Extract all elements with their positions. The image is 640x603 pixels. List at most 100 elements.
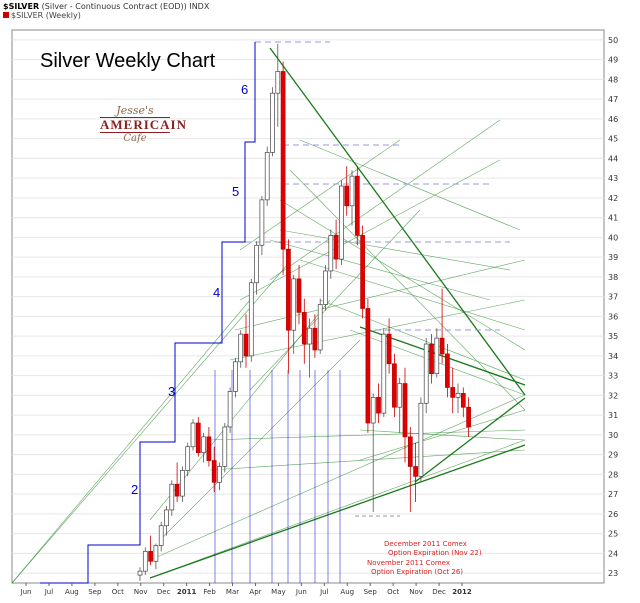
series-label: $SILVER (Weekly) (11, 11, 81, 20)
candle-body (180, 470, 185, 497)
candle-body (307, 327, 312, 345)
fan-line (11, 299, 251, 584)
fan-line (269, 239, 491, 301)
y-tick-label: 49 (608, 56, 618, 65)
symbol-description: (Silver - Continuous Contract (EOD)) IND… (41, 2, 210, 11)
candles (137, 43, 471, 582)
candle-body (142, 551, 148, 572)
candle-body (333, 235, 339, 260)
x-tick-label: Jun (20, 588, 32, 596)
candle-body (418, 402, 424, 477)
y-tick-label: 34 (608, 352, 618, 361)
y-tick-label: 47 (608, 95, 618, 104)
candle-body (296, 278, 302, 313)
y-tick-label: 29 (608, 451, 618, 460)
candle-body (376, 397, 381, 414)
x-tick-label: Feb (203, 588, 216, 596)
candle-body (354, 175, 360, 236)
x-tick-label: Oct (387, 588, 399, 596)
channel-line (414, 397, 526, 483)
y-tick-label: 28 (608, 470, 618, 479)
fan-line (239, 159, 501, 301)
annotation-text: December 2011 Comex (384, 540, 467, 548)
fan-line (279, 199, 526, 351)
logo-line3: Cafe (123, 133, 147, 144)
candle-body (248, 282, 254, 357)
candle-body (158, 525, 164, 546)
candle-body (423, 343, 429, 404)
wave-label: 3 (168, 384, 175, 399)
fan-line (249, 209, 421, 391)
candle-body (174, 483, 180, 497)
fan-line (234, 259, 526, 331)
candle-body (386, 333, 392, 365)
y-tick-label: 46 (608, 115, 618, 124)
candle-body (254, 244, 259, 284)
candle-body (312, 327, 318, 351)
candle-body (370, 397, 376, 424)
y-tick-label: 25 (608, 530, 618, 539)
candle-body (137, 570, 143, 576)
x-tick-label: Sep (88, 588, 102, 596)
fan-line (209, 449, 526, 471)
y-tick-label: 37 (608, 293, 618, 302)
candle-body (153, 545, 159, 562)
y-tick-label: 48 (608, 75, 618, 84)
candle-body (243, 333, 249, 357)
candle-body (217, 466, 222, 483)
x-tick-label: Apr (249, 588, 261, 596)
x-tick-label: Aug (65, 588, 79, 596)
chart-title: Silver Weekly Chart (40, 50, 216, 72)
wave-label: 6 (241, 82, 248, 97)
y-tick-label: 32 (608, 391, 618, 400)
candle-body (323, 270, 328, 305)
fan-line (149, 394, 526, 561)
candle-body (344, 185, 350, 207)
y-tick-label: 41 (608, 214, 618, 223)
y-tick-label: 44 (608, 154, 618, 163)
candle-body (206, 436, 212, 461)
fan-line (239, 139, 401, 251)
x-tick-label: 2012 (452, 588, 472, 596)
fan-line (269, 119, 501, 281)
x-tick-label: 2011 (177, 588, 197, 596)
wave-label: 4 (213, 285, 220, 300)
y-tick-label: 26 (608, 510, 618, 519)
y-tick-label: 31 (608, 411, 618, 420)
y-tick-label: 38 (608, 273, 618, 282)
annotation-text: Option Expiration (Nov 22) (388, 549, 482, 557)
logo-line2: AMERICAIN (100, 117, 187, 133)
support-line (149, 444, 526, 579)
wave-label: 2 (131, 482, 138, 497)
y-tick-label: 35 (608, 332, 618, 341)
candle-body (397, 383, 403, 408)
series-swatch (3, 12, 9, 18)
candle-body (259, 199, 265, 246)
logo-line1: Jesse's (116, 104, 154, 117)
candle-body (190, 422, 196, 448)
candle-body (164, 509, 169, 527)
candle-body (466, 406, 471, 428)
candle-body (275, 71, 281, 94)
annotation-text: Option Expiration (Oct 26) (371, 568, 463, 576)
candle-body (360, 235, 365, 309)
candle-body (238, 333, 244, 363)
axes: 2324252627282930313233343536373839404142… (20, 36, 619, 596)
candle-body (429, 343, 434, 374)
fan-line (209, 429, 526, 441)
chart-header: $SILVER (Silver - Continuous Contract (E… (3, 2, 209, 20)
fan-line (11, 263, 289, 584)
y-tick-label: 42 (608, 194, 618, 203)
x-tick-label: Nov (409, 588, 423, 596)
fan-line (149, 299, 331, 521)
candle-body (365, 308, 371, 424)
fan-line (299, 139, 521, 231)
wave-label: 5 (232, 184, 239, 199)
downtrend-line (269, 47, 526, 396)
candle-body (392, 363, 397, 408)
candle-body (201, 436, 206, 454)
candle-body (460, 393, 466, 408)
x-tick-label: May (271, 588, 285, 596)
